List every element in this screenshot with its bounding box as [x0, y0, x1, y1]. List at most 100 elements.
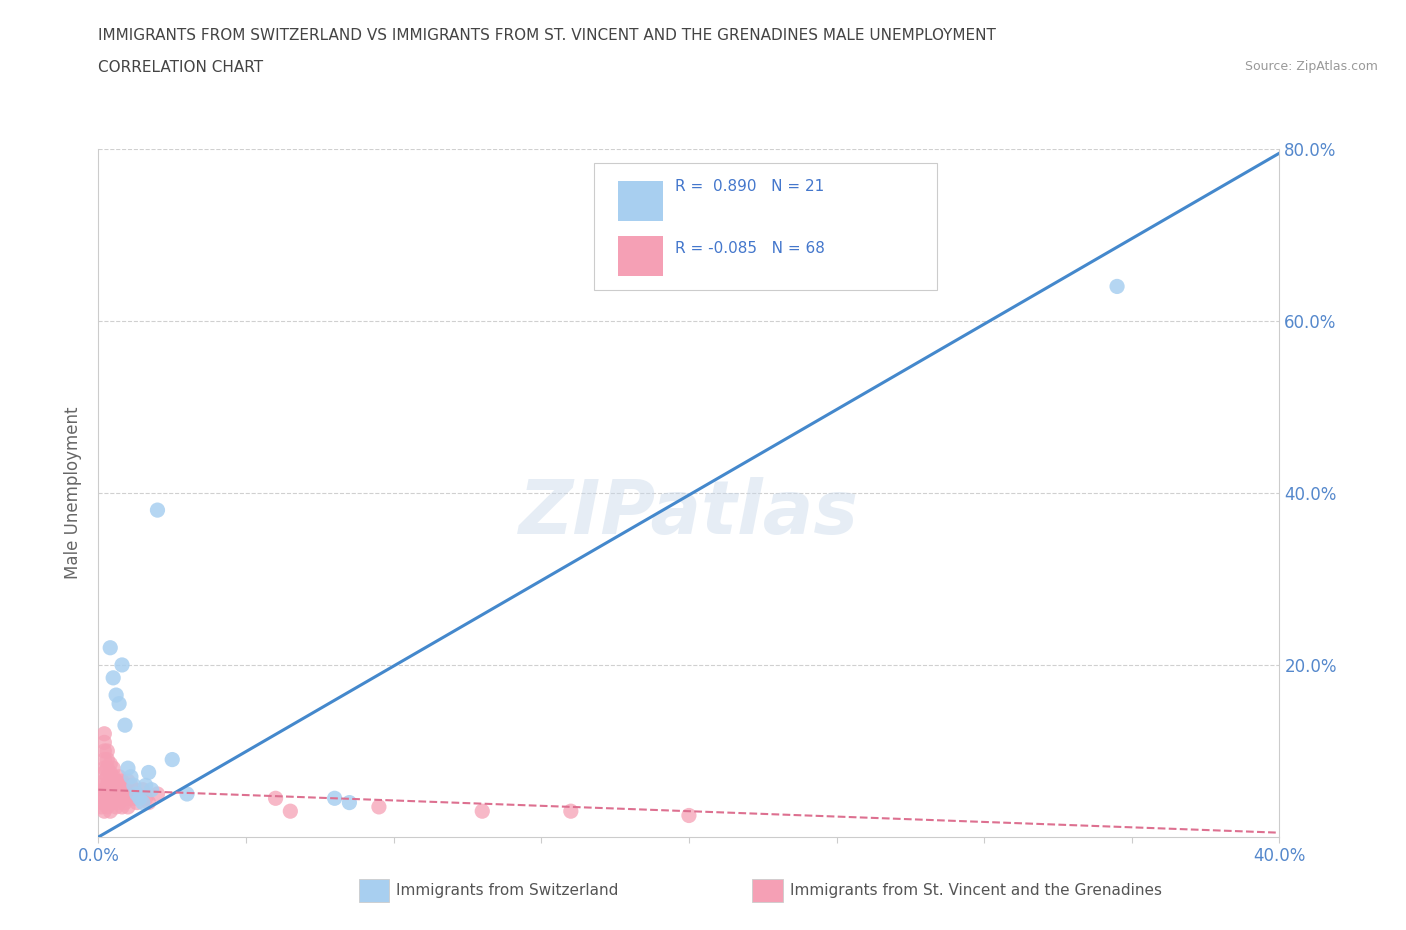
Point — [93, 790, 115, 805]
Point — [560, 804, 582, 818]
Point — [117, 790, 139, 805]
Point — [162, 752, 183, 767]
Text: IMMIGRANTS FROM SWITZERLAND VS IMMIGRANTS FROM ST. VINCENT AND THE GRENADINES MA: IMMIGRANTS FROM SWITZERLAND VS IMMIGRANT… — [98, 28, 997, 43]
Point — [93, 774, 115, 789]
Point — [132, 795, 155, 810]
Point — [471, 804, 494, 818]
Point — [117, 774, 139, 789]
Point — [90, 777, 112, 792]
Point — [111, 774, 134, 789]
Point — [96, 787, 118, 802]
Point — [125, 795, 148, 810]
Point — [96, 761, 118, 776]
Point — [90, 800, 112, 815]
Point — [98, 804, 121, 818]
Point — [122, 777, 145, 792]
Point — [98, 774, 121, 789]
Point — [98, 641, 121, 656]
Point — [93, 726, 115, 741]
Text: Immigrants from St. Vincent and the Grenadines: Immigrants from St. Vincent and the Gren… — [790, 884, 1163, 898]
Point — [339, 795, 360, 810]
Point — [103, 769, 125, 784]
Point — [108, 769, 131, 784]
Text: R =  0.890   N = 21: R = 0.890 N = 21 — [675, 179, 824, 194]
Point — [141, 782, 163, 797]
Point — [93, 735, 115, 750]
Point — [132, 782, 155, 797]
Point — [114, 795, 136, 810]
Point — [105, 774, 128, 789]
Text: R = -0.085   N = 68: R = -0.085 N = 68 — [675, 241, 825, 256]
Point — [108, 795, 131, 810]
Point — [93, 744, 115, 759]
Point — [678, 808, 700, 823]
Point — [146, 787, 169, 802]
Point — [323, 790, 346, 805]
Text: Source: ZipAtlas.com: Source: ZipAtlas.com — [1244, 60, 1378, 73]
Point — [98, 756, 121, 771]
Point — [96, 744, 118, 759]
Point — [122, 790, 145, 805]
Point — [114, 718, 136, 733]
Point — [105, 687, 128, 702]
Point — [120, 777, 142, 792]
Y-axis label: Male Unemployment: Male Unemployment — [65, 406, 83, 579]
Point — [90, 795, 112, 810]
Point — [135, 777, 157, 792]
Point — [125, 787, 148, 802]
Point — [103, 671, 125, 685]
Point — [135, 790, 157, 805]
Point — [125, 787, 148, 802]
Point — [368, 800, 391, 815]
Point — [128, 790, 150, 805]
Point — [264, 790, 287, 805]
Point — [117, 761, 139, 776]
Point — [138, 795, 160, 810]
Point — [103, 795, 125, 810]
Point — [108, 777, 131, 792]
Point — [111, 800, 134, 815]
Point — [122, 782, 145, 797]
FancyBboxPatch shape — [619, 181, 664, 221]
Point — [103, 761, 125, 776]
Point — [93, 752, 115, 767]
Point — [114, 777, 136, 792]
Point — [98, 765, 121, 780]
Point — [96, 752, 118, 767]
Point — [93, 782, 115, 797]
Text: CORRELATION CHART: CORRELATION CHART — [98, 60, 263, 75]
Point — [117, 800, 139, 815]
Point — [105, 790, 128, 805]
FancyBboxPatch shape — [595, 163, 936, 290]
Point — [103, 777, 125, 792]
Point — [93, 765, 115, 780]
Point — [138, 765, 160, 780]
Point — [1105, 279, 1128, 294]
Point — [111, 790, 134, 805]
Point — [108, 697, 131, 711]
Point — [96, 769, 118, 784]
Point — [146, 503, 169, 518]
Point — [96, 777, 118, 792]
Point — [114, 787, 136, 802]
Point — [93, 761, 115, 776]
Point — [93, 804, 115, 818]
Point — [103, 787, 125, 802]
Point — [176, 787, 198, 802]
Text: ZIPatlas: ZIPatlas — [519, 477, 859, 550]
Point — [111, 658, 134, 672]
Point — [96, 800, 118, 815]
Point — [117, 782, 139, 797]
Point — [278, 804, 302, 818]
Point — [108, 787, 131, 802]
Point — [105, 800, 128, 815]
Point — [98, 790, 121, 805]
Point — [98, 782, 121, 797]
Text: Immigrants from Switzerland: Immigrants from Switzerland — [396, 884, 619, 898]
Point — [105, 782, 128, 797]
Point — [120, 787, 142, 802]
Point — [96, 795, 118, 810]
Point — [90, 787, 112, 802]
Point — [111, 782, 134, 797]
FancyBboxPatch shape — [619, 236, 664, 276]
